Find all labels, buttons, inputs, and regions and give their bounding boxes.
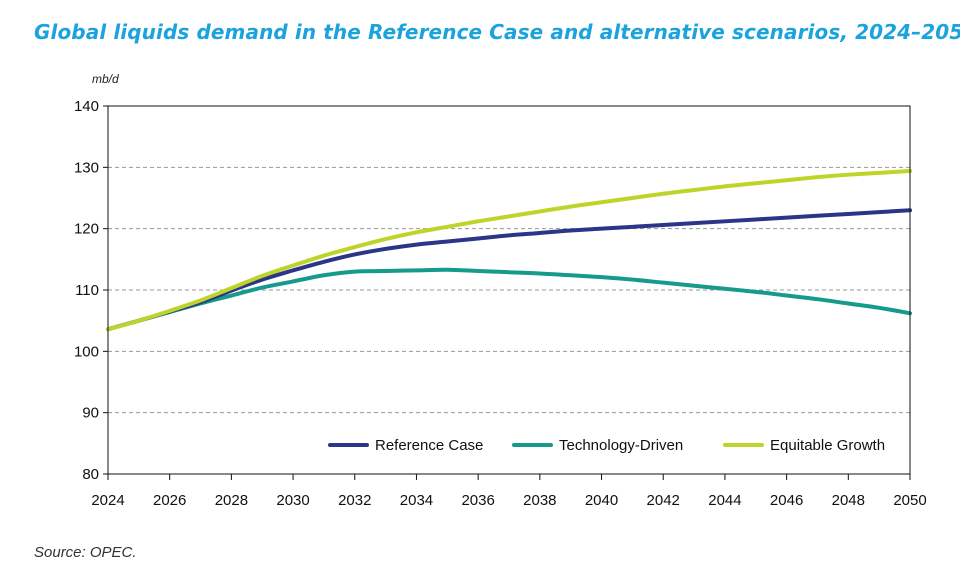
y-tick-label: 90 — [82, 405, 99, 422]
x-tick-label: 2032 — [338, 492, 371, 509]
x-tick-label: 2028 — [215, 492, 248, 509]
source-note: Source: OPEC. — [34, 544, 137, 561]
y-tick-label: 140 — [74, 98, 99, 115]
legend-label-reference-case: Reference Case — [375, 437, 483, 454]
legend-label-equitable-growth: Equitable Growth — [770, 437, 885, 454]
x-tick-label: 2046 — [770, 492, 803, 509]
x-tick-label: 2034 — [400, 492, 433, 509]
y-tick-label: 130 — [74, 159, 99, 176]
y-tick-label: 80 — [82, 466, 99, 483]
y-axis: 80 90 100 110 120 130 140 — [74, 98, 108, 483]
x-tick-label: 2042 — [647, 492, 680, 509]
legend-label-technology-driven: Technology-Driven — [559, 437, 683, 454]
grid-lines — [108, 166, 910, 414]
y-tick-label: 120 — [74, 221, 99, 238]
x-tick-label: 2026 — [153, 492, 186, 509]
legend: Reference Case Technology-Driven Equitable… — [328, 437, 885, 454]
y-axis-unit-label: mb/d — [92, 72, 119, 86]
series-lines — [106, 169, 912, 332]
x-tick-label: 2048 — [832, 492, 865, 509]
x-tick-label: 2050 — [893, 492, 926, 509]
x-tick-label: 2044 — [708, 492, 741, 509]
x-axis: 2024 2026 2028 2030 2032 2034 2036 2038 2040 2042… — [91, 474, 927, 509]
x-tick-label: 2030 — [276, 492, 309, 509]
x-tick-label: 2024 — [91, 492, 124, 509]
x-tick-label: 2040 — [585, 492, 618, 509]
x-tick-label: 2036 — [461, 492, 494, 509]
chart-title: Global liquids demand in the Reference C… — [34, 20, 960, 44]
series-line-reference-case — [106, 208, 912, 332]
series-line-technology-driven — [106, 267, 912, 332]
x-tick-label: 2038 — [523, 492, 556, 509]
series-line-equitable-growth — [106, 169, 912, 332]
y-tick-label: 110 — [75, 282, 99, 299]
y-tick-label: 100 — [74, 343, 99, 360]
